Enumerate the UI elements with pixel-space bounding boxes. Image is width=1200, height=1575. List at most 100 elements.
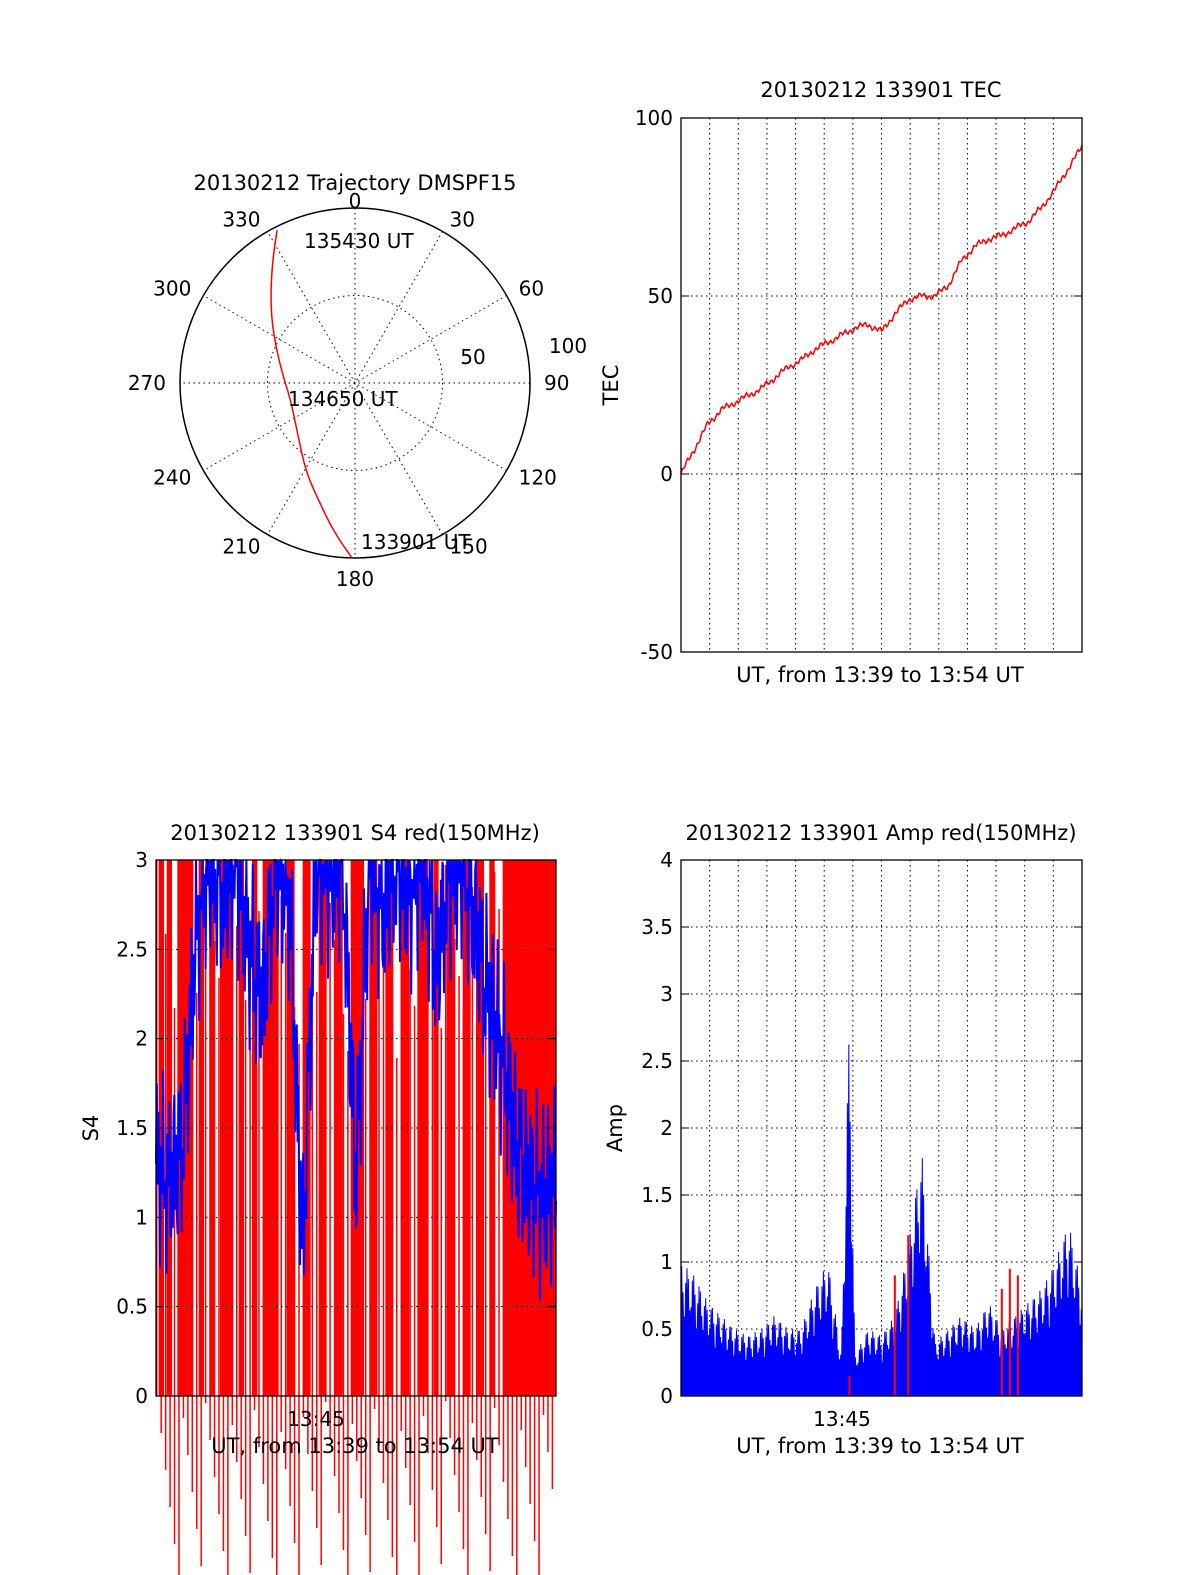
s4-red-line [298, 1044, 300, 1575]
s4-red-line [169, 971, 171, 1507]
s4-red-line [218, 978, 220, 1514]
s4-red-line [316, 992, 318, 1528]
s4-red-line [382, 947, 385, 1483]
s4-red-band [476, 860, 484, 1396]
y-tick-label: 3 [135, 848, 148, 872]
s4-red-line [213, 941, 216, 1477]
amp-x-tick-label: 13:45 [813, 1407, 871, 1431]
polar-time-annotation: 133901 UT [361, 530, 471, 554]
polar-angle-tick: 30 [450, 207, 475, 231]
trajectory-annotations: 135430 UT 134650 UT 133901 UT [288, 229, 471, 554]
amp-x-axis-label: UT, from 13:39 to 13:54 UT [736, 1434, 1024, 1458]
s4-red-line [493, 872, 496, 1408]
s4-red-line [364, 999, 367, 1535]
y-tick-label: 4 [660, 848, 673, 872]
s4-red-band [318, 860, 327, 1396]
s4-red-line [222, 1015, 225, 1551]
s4-red-band [369, 860, 378, 1396]
s4-plot-frame [155, 859, 557, 1397]
s4-red-line [187, 919, 189, 1455]
s4-red-line [502, 946, 505, 1482]
polar-time-annotation: 135430 UT [304, 229, 414, 253]
s4-red-line [191, 956, 194, 1492]
y-tick-label: 1 [135, 1205, 148, 1229]
polar-angle-tick: 330 [222, 207, 260, 231]
s4-red-line [173, 1008, 176, 1544]
s4-red-line [311, 955, 314, 1491]
tec-grid [681, 117, 1082, 653]
tec-series-line [680, 144, 1083, 475]
s4-red-line [178, 1045, 180, 1575]
s4-red-line [418, 1043, 420, 1575]
s4-red-line [458, 976, 460, 1512]
s4-red-line [231, 889, 234, 1425]
s4-red-line [489, 1035, 491, 1571]
amp-chart: 20130212 133901 Amp red(150MHz) 0 0.5 1 1.5… [603, 821, 1083, 1458]
tec-x-axis-label: UT, from 13:39 to 13:54 UT [736, 663, 1024, 687]
s4-red-line [342, 1014, 345, 1550]
polar-angle-tick: 180 [336, 567, 374, 591]
polar-angle-tick: 60 [519, 277, 544, 301]
polar-grid [179, 207, 531, 559]
y-tick-label: 0 [660, 462, 673, 486]
s4-y-tick-labels: 0 0.5 1 1.5 2 2.5 3 [116, 848, 148, 1408]
s4-red-line [253, 874, 256, 1410]
s4-red-band [417, 860, 428, 1396]
s4-red-line [427, 917, 429, 1453]
s4-red-line [391, 1021, 394, 1557]
s4-title: 20130212 133901 S4 red(150MHz) [170, 821, 540, 845]
y-tick-label: 0.5 [641, 1317, 673, 1341]
polar-angle-tick: 240 [153, 466, 191, 490]
trajectory-line [270, 230, 353, 559]
y-tick-label: 100 [635, 106, 673, 130]
s4-red-line [396, 1058, 398, 1575]
s4-red-line [338, 977, 340, 1513]
y-tick-label: -50 [640, 640, 673, 664]
polar-inner-circle [267, 295, 443, 471]
s4-red-line [200, 1030, 202, 1566]
s4-red-line [320, 1029, 322, 1565]
y-tick-label: 0 [135, 1384, 148, 1408]
s4-red-line [204, 867, 207, 1403]
tec-y-axis-label: TEC [599, 365, 623, 407]
s4-red-line [511, 1020, 514, 1556]
polar-angle-tick: 270 [128, 371, 166, 395]
s4-red-line [484, 998, 487, 1534]
s4-red-line [227, 1052, 229, 1575]
y-tick-label: 0 [660, 1384, 673, 1408]
polar-radial-tick: 100 [549, 334, 587, 358]
s4-red-line [440, 1028, 443, 1564]
polar-title: 20130212 Trajectory DMSPF15 [193, 171, 516, 195]
polar-radial-tick: 50 [460, 345, 485, 369]
s4-red-line [422, 880, 425, 1416]
amp-blue-series-area [680, 1044, 1083, 1397]
y-tick-label: 2.5 [641, 1049, 673, 1073]
s4-red-line [507, 983, 509, 1519]
s4-red-line [498, 909, 500, 1445]
polar-angle-tick: 300 [153, 277, 191, 301]
s4-x-axis-label: UT, from 13:39 to 13:54 UT [211, 1434, 499, 1458]
s4-red-line [480, 961, 483, 1497]
s4-red-line [449, 902, 451, 1438]
amp-y-axis-label: Amp [603, 1104, 627, 1152]
amp-title: 20130212 133901 Amp red(150MHz) [685, 821, 1076, 845]
s4-y-axis-label: S4 [79, 1115, 103, 1142]
s4-red-line [280, 896, 282, 1432]
s4-red-line [404, 932, 407, 1468]
amp-y-tick-labels: 0 0.5 1 1.5 2 2.5 3 3.5 4 [641, 848, 673, 1408]
s4-red-line [249, 1037, 251, 1573]
s4-red-line [360, 962, 362, 1498]
s4-blue-series-line [155, 858, 557, 1301]
amp-red-spikes [848, 1235, 1019, 1396]
polar-angle-tick: 210 [222, 535, 260, 559]
s4-red-line [329, 903, 331, 1439]
y-tick-label: 0.5 [116, 1295, 148, 1319]
y-tick-label: 1.5 [641, 1183, 673, 1207]
s4-red-line [409, 969, 411, 1505]
y-tick-label: 50 [648, 284, 673, 308]
y-tick-label: 3 [660, 982, 673, 1006]
y-tick-label: 2 [135, 1027, 148, 1051]
tec-plot-frame [680, 117, 1083, 653]
polar-spoke [267, 231, 443, 535]
polar-trajectory-chart: 20130212 Trajectory DMSPF15 0 30 60 90 120 15… [128, 171, 587, 591]
